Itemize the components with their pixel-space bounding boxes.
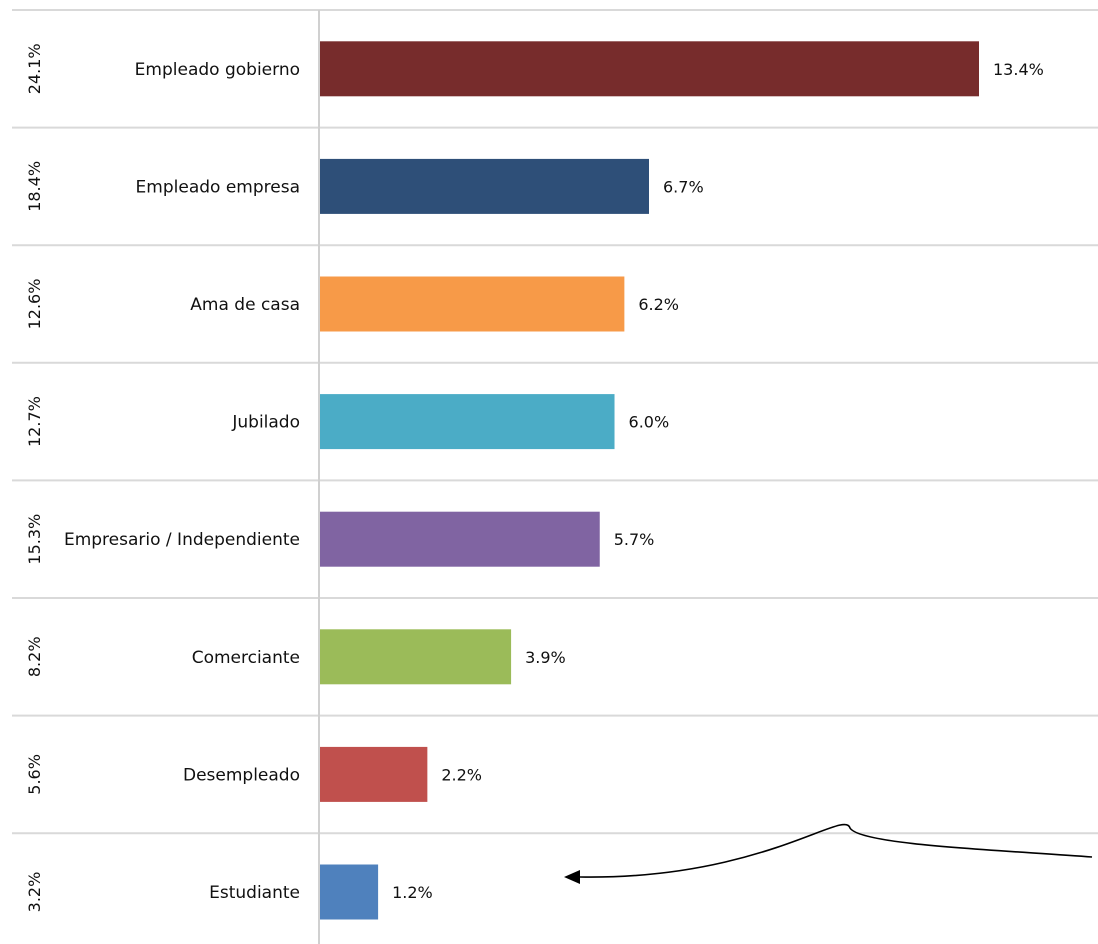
bar bbox=[320, 511, 600, 567]
category-label: Empleado empresa bbox=[136, 177, 300, 197]
side-label: 18.4% bbox=[25, 161, 44, 212]
category-label: Desempleado bbox=[183, 765, 300, 785]
annotation-arrowhead bbox=[564, 870, 580, 884]
value-label: 13.4% bbox=[993, 60, 1044, 79]
bar bbox=[320, 158, 649, 214]
side-labels: 24.1% 18.4% 12.6% 12.7% 15.3% 8.2% 5.6% 3.2% bbox=[25, 43, 44, 912]
side-label: 5.6% bbox=[25, 754, 44, 795]
side-label: 24.1% bbox=[25, 43, 44, 94]
category-label: Empleado gobierno bbox=[135, 60, 300, 80]
value-label: 6.2% bbox=[638, 295, 679, 314]
category-label: Empresario / Independiente bbox=[64, 530, 300, 550]
side-label: 12.7% bbox=[25, 396, 44, 447]
category-label: Estudiante bbox=[209, 883, 300, 903]
grid-lines bbox=[12, 9, 1098, 835]
value-label: 1.2% bbox=[392, 883, 433, 902]
side-label: 3.2% bbox=[25, 872, 44, 913]
bar bbox=[320, 629, 512, 685]
bar bbox=[320, 394, 615, 450]
bar bbox=[320, 276, 625, 332]
annotation-arrow bbox=[564, 823, 1093, 884]
category-label: Ama de casa bbox=[190, 295, 300, 315]
annotation-arrow-curve bbox=[579, 823, 1093, 878]
bars-group bbox=[320, 41, 979, 920]
category-label: Jubilado bbox=[231, 413, 300, 433]
side-label: 8.2% bbox=[25, 636, 44, 677]
bar bbox=[320, 746, 428, 802]
value-label: 2.2% bbox=[441, 765, 482, 784]
category-labels: Empleado gobierno Empleado empresa Ama de … bbox=[64, 60, 300, 903]
category-label: Comerciante bbox=[192, 648, 300, 668]
value-label: 5.7% bbox=[614, 530, 655, 549]
value-labels: 13.4% 6.7% 6.2% 6.0% 5.7% 3.9% 2.2% 1.2% bbox=[392, 60, 1044, 902]
side-label: 15.3% bbox=[25, 514, 44, 565]
bar bbox=[320, 41, 979, 97]
bar bbox=[320, 864, 379, 920]
side-label: 12.6% bbox=[25, 279, 44, 330]
value-label: 6.0% bbox=[629, 413, 670, 432]
value-label: 3.9% bbox=[525, 648, 566, 667]
value-label: 6.7% bbox=[663, 177, 704, 196]
